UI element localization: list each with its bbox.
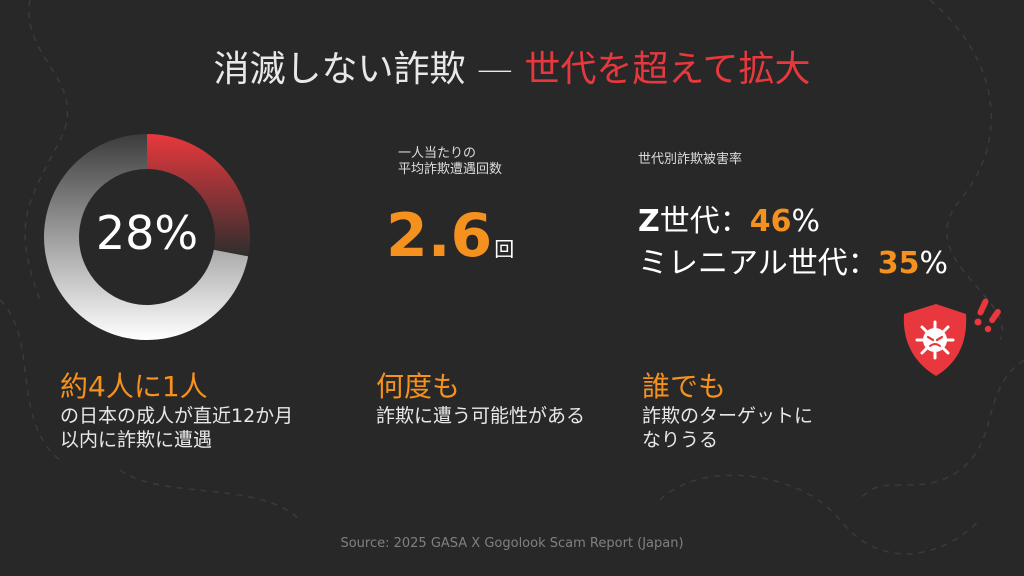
- avg-label-line1: 一人当たりの: [398, 146, 477, 161]
- stat-body-ratio: の日本の成人が直近12か月 以内に詐欺に遭遇: [60, 404, 293, 452]
- donut-slice-rest: [44, 134, 249, 340]
- avg-label-line2: 平均詐欺遭遇回数: [398, 162, 503, 177]
- gen-z-name: 世代：: [659, 204, 750, 239]
- gen-millennial-percent-sign: %: [919, 246, 948, 281]
- gen-z-percent-sign: %: [791, 204, 821, 239]
- gen-millennial-value: 35: [877, 246, 920, 281]
- title-part1: 消滅しない詐欺 —: [213, 49, 525, 90]
- donut-slice-highlight: [147, 134, 250, 257]
- donut-chart: [44, 134, 250, 340]
- source-note: Source: 2025 GASA X Gogolook Scam Report…: [340, 536, 684, 551]
- virus-shield-icon: [903, 298, 1001, 376]
- stat-ratio-line1: の日本の成人が直近12か月: [60, 405, 294, 427]
- stat-repeat-line1: 詐欺に遭う可能性がある: [376, 405, 586, 427]
- stat-head-anyone: 誰でも: [642, 370, 727, 403]
- avg-encounter-label: 一人当たりの 平均詐欺遭遇回数: [398, 146, 502, 178]
- stat-head-ratio: 約4人に1人: [60, 370, 208, 403]
- stat-head-repeat: 何度も: [376, 370, 461, 403]
- avg-encounter-value: 2.6 回: [386, 200, 514, 285]
- stat-anyone-line1: 詐欺のターゲットに: [642, 405, 814, 427]
- stat-ratio-line2: 以内に詐欺に遭遇: [60, 429, 213, 451]
- gen-millennial-name: ミレニアル世代：: [638, 246, 878, 281]
- generation-label: 世代別詐欺被害率: [638, 152, 743, 167]
- donut-center-label: 28%: [95, 206, 199, 260]
- generation-row-z: Z世代：46%: [638, 202, 820, 242]
- gen-z-value: 46: [749, 204, 792, 239]
- avg-value-number: 2.6: [386, 201, 493, 271]
- title-part2: 世代を超えて拡大: [524, 49, 811, 90]
- stat-body-anyone: 詐欺のターゲットに なりうる: [642, 404, 813, 452]
- stat-anyone-line2: なりうる: [642, 429, 719, 451]
- generation-row-millennial: ミレニアル世代：35%: [638, 244, 948, 284]
- avg-value-unit: 回: [494, 237, 515, 261]
- page-title: 消滅しない詐欺 — 世代を超えて拡大: [0, 40, 1024, 92]
- stat-body-repeat: 詐欺に遭う可能性がある: [376, 404, 585, 428]
- gen-z-letter: Z: [638, 204, 660, 239]
